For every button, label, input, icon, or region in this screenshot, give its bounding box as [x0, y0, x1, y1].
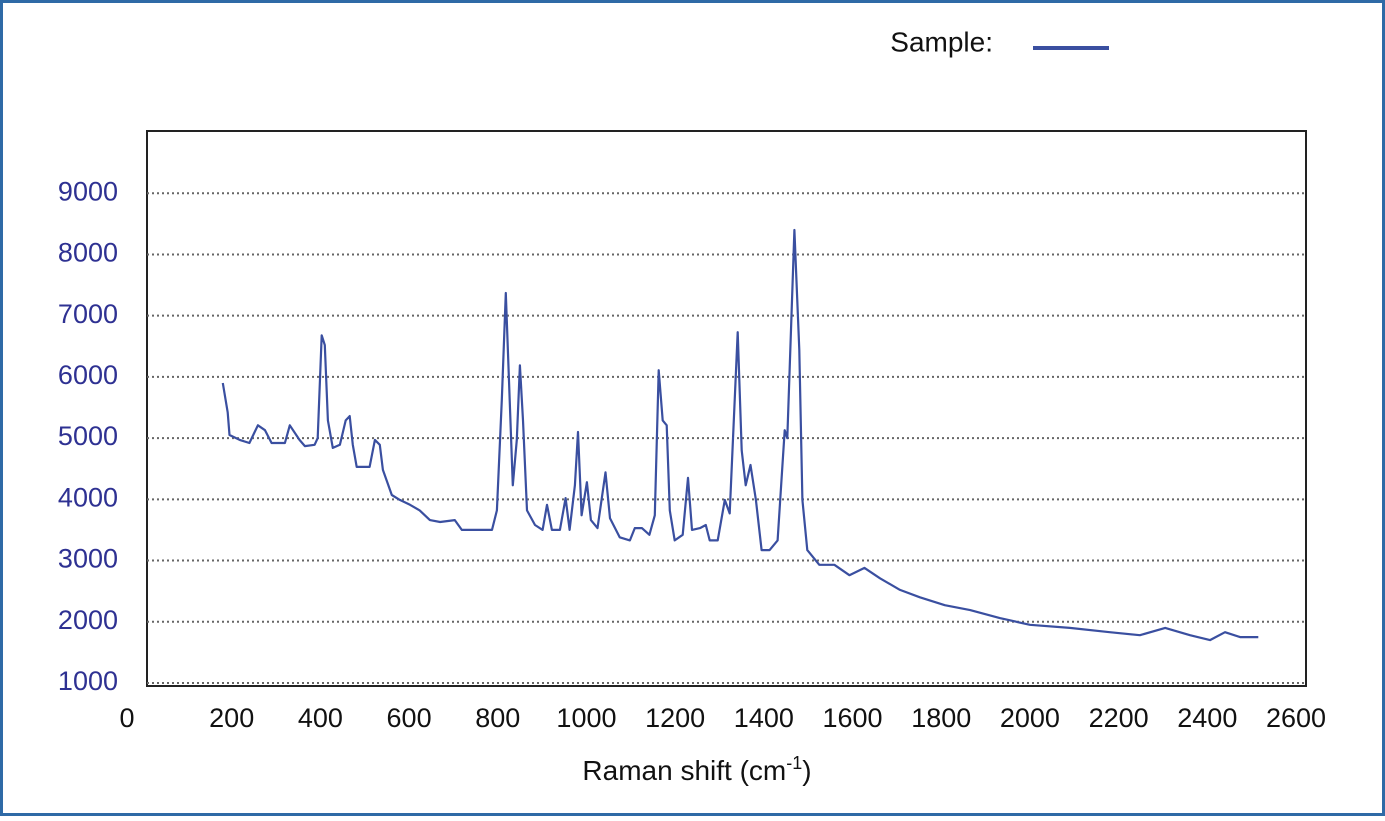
x-tick-label: 2400	[1177, 703, 1237, 733]
y-tick-label: 8000	[58, 238, 118, 268]
x-tick-label: 800	[475, 703, 520, 733]
x-tick-label: 1200	[645, 703, 705, 733]
x-tick-label: 2600	[1266, 703, 1326, 733]
x-axis-label-tail: )	[802, 755, 811, 786]
legend-label: Sample:	[890, 26, 993, 57]
y-tick-label: 9000	[58, 176, 118, 206]
spectrum-line	[221, 228, 1259, 642]
y-tick-label: 1000	[58, 666, 118, 696]
x-tick-label: 1000	[556, 703, 616, 733]
x-tick-label: 1400	[734, 703, 794, 733]
x-tick-label: 2000	[1000, 703, 1060, 733]
x-tick-label: 600	[387, 703, 432, 733]
y-tick-label: 6000	[58, 360, 118, 390]
y-tick-label: 7000	[58, 299, 118, 329]
x-axis-label-sup: -1	[786, 753, 802, 773]
y-tick-label: 5000	[58, 421, 118, 451]
x-axis-label: Raman shift (cm-1)	[582, 753, 811, 787]
y-tick-label: 2000	[58, 605, 118, 635]
x-tick-label: 1800	[911, 703, 971, 733]
plot-frame	[146, 130, 1307, 687]
x-tick-label: 0	[119, 703, 134, 733]
x-tick-label: 400	[298, 703, 343, 733]
x-axis-label-text: Raman shift (cm	[582, 755, 786, 786]
x-tick-label: 2200	[1089, 703, 1149, 733]
y-tick-label: 3000	[58, 544, 118, 574]
y-tick-label: 4000	[58, 482, 118, 512]
x-tick-label: 200	[209, 703, 254, 733]
x-tick-label: 1600	[822, 703, 882, 733]
